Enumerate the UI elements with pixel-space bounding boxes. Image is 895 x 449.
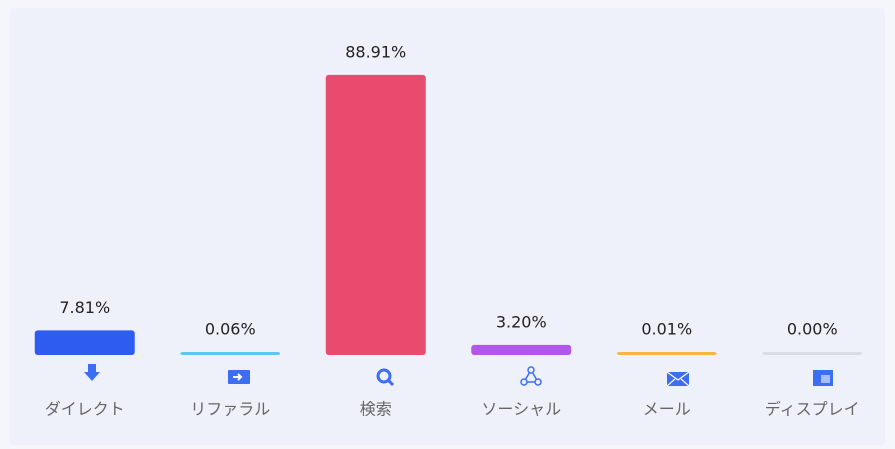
bar [34,330,135,355]
value-label: 88.91% [345,42,406,61]
category-label: ディスプレイ [765,400,860,419]
icon-direct [84,364,100,381]
category-label: 検索 [360,400,392,419]
bar [325,74,426,355]
icon-search [376,368,392,384]
bar [762,352,863,355]
value-label: 0.00% [787,320,838,339]
value-label: 0.01% [641,320,692,339]
value-label: 7.81% [59,298,110,317]
category-label: ソーシャル [481,400,561,419]
icon-mail-lines [666,371,690,387]
icon-referral-arrow [233,373,243,381]
value-label: 3.20% [496,312,547,331]
bar [180,352,281,355]
category-label: リファラル [190,400,270,419]
card [10,8,885,445]
category-label: ダイレクト [45,400,125,419]
icon-search-handle [386,378,395,387]
icon-display-inner [821,375,830,383]
category-label: メール [643,400,691,419]
bar [471,344,572,355]
icons [84,364,833,387]
icon-social [520,366,542,386]
bar [616,352,717,355]
value-label: 0.06% [205,320,256,339]
